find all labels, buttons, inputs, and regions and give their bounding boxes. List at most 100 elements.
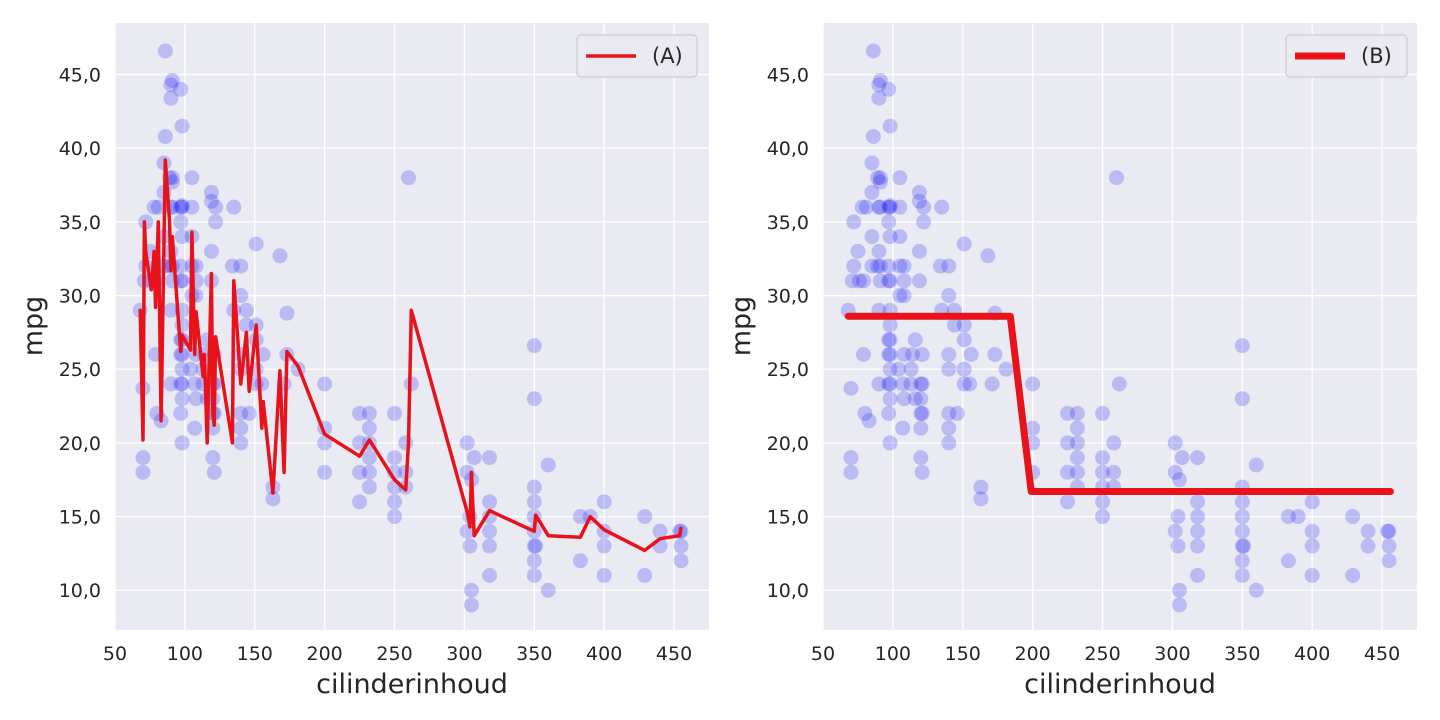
data-point [1095,494,1111,510]
data-point [870,170,886,186]
data-point [174,118,190,134]
series-line [844,312,1394,495]
data-point [864,184,880,200]
y-tick-label: 30,0 [59,286,101,308]
gridlines [114,23,709,630]
data-point [174,391,190,407]
data-point [526,479,542,495]
data-point [466,450,482,466]
x-tick-label: 150 [237,643,273,665]
data-point [941,435,957,451]
y-tick-label: 40,0 [767,138,809,160]
data-point [361,464,377,480]
data-point [174,273,190,289]
data-point [163,77,179,93]
data-point [881,376,897,392]
data-point [135,450,151,466]
data-point [1171,582,1187,598]
data-point [1069,420,1085,436]
data-point [850,243,866,259]
legend: (A) [576,34,698,78]
y-tick-label: 35,0 [767,212,809,234]
data-point [962,376,978,392]
data-point [184,170,200,186]
data-point [861,413,877,429]
data-point [851,273,867,289]
data-point [854,199,870,215]
x-tick-label: 450 [1364,643,1400,665]
data-point [164,170,180,186]
data-point [916,199,932,215]
x-tick-label: 250 [376,643,412,665]
data-point [1234,391,1250,407]
data-point [1234,553,1250,569]
data-point [1167,523,1183,539]
data-point [916,214,932,230]
data-point [233,405,249,421]
data-point [881,332,897,348]
data-point [1360,523,1376,539]
data-point [973,491,989,507]
data-point [1190,494,1206,510]
data-point [174,199,190,215]
y-tick-label: 45,0 [767,65,809,87]
y-tick-label: 15,0 [59,507,101,529]
data-point [892,258,908,274]
legend: (B) [1285,34,1408,78]
y-tick-labels: 10,0 15,0 20,0 25,0 30,0 35,0 40,0 45,0 [767,65,809,603]
data-point [882,273,898,289]
data-point [462,538,478,554]
data-point [914,346,930,362]
data-point [881,346,897,362]
y-tick-label: 10,0 [59,580,101,602]
data-point [882,435,898,451]
data-point [881,273,897,289]
data-point [864,155,880,171]
data-point [871,376,887,392]
data-point [881,258,897,274]
data-point [174,361,190,377]
data-point [882,118,898,134]
data-point [526,338,542,354]
data-point [987,346,1003,362]
data-point [174,198,190,214]
data-point [1111,376,1127,392]
data-point [907,391,923,407]
data-point [233,258,249,274]
data-point [1381,553,1397,569]
y-tick-label: 20,0 [767,433,809,455]
data-point [1170,509,1186,525]
data-point [963,346,979,362]
data-point [163,90,179,106]
data-point [892,170,908,186]
data-point [1060,464,1076,480]
x-tick-label: 50 [811,643,835,665]
data-point [637,509,653,525]
data-point [540,582,556,598]
data-point [857,405,873,421]
data-point [205,450,221,466]
chart-panel-b: 50 100 150 200 250 300 350 400 450 10,0 15,0 20,0 2… [726,23,1417,700]
data-point [941,420,957,436]
x-tick-label: 100 [875,643,911,665]
data-point [980,248,996,264]
x-tick-labels: 50 100 150 200 250 300 350 400 450 [811,643,1400,665]
data-point [896,391,912,407]
data-point [173,258,189,274]
data-point [387,405,403,421]
data-point [882,229,898,245]
data-point [208,214,224,230]
data-point [1234,567,1250,583]
series-line [138,158,683,553]
data-point [248,236,264,252]
legend-label-b: (B) [1361,44,1392,68]
data-point [1060,435,1076,451]
data-point [163,376,179,392]
data-point [352,464,368,480]
data-point [188,391,204,407]
data-point [526,494,542,510]
x-tick-label: 350 [516,643,552,665]
x-tick-label: 300 [1154,643,1190,665]
data-point [1167,464,1183,480]
data-point [173,214,189,230]
